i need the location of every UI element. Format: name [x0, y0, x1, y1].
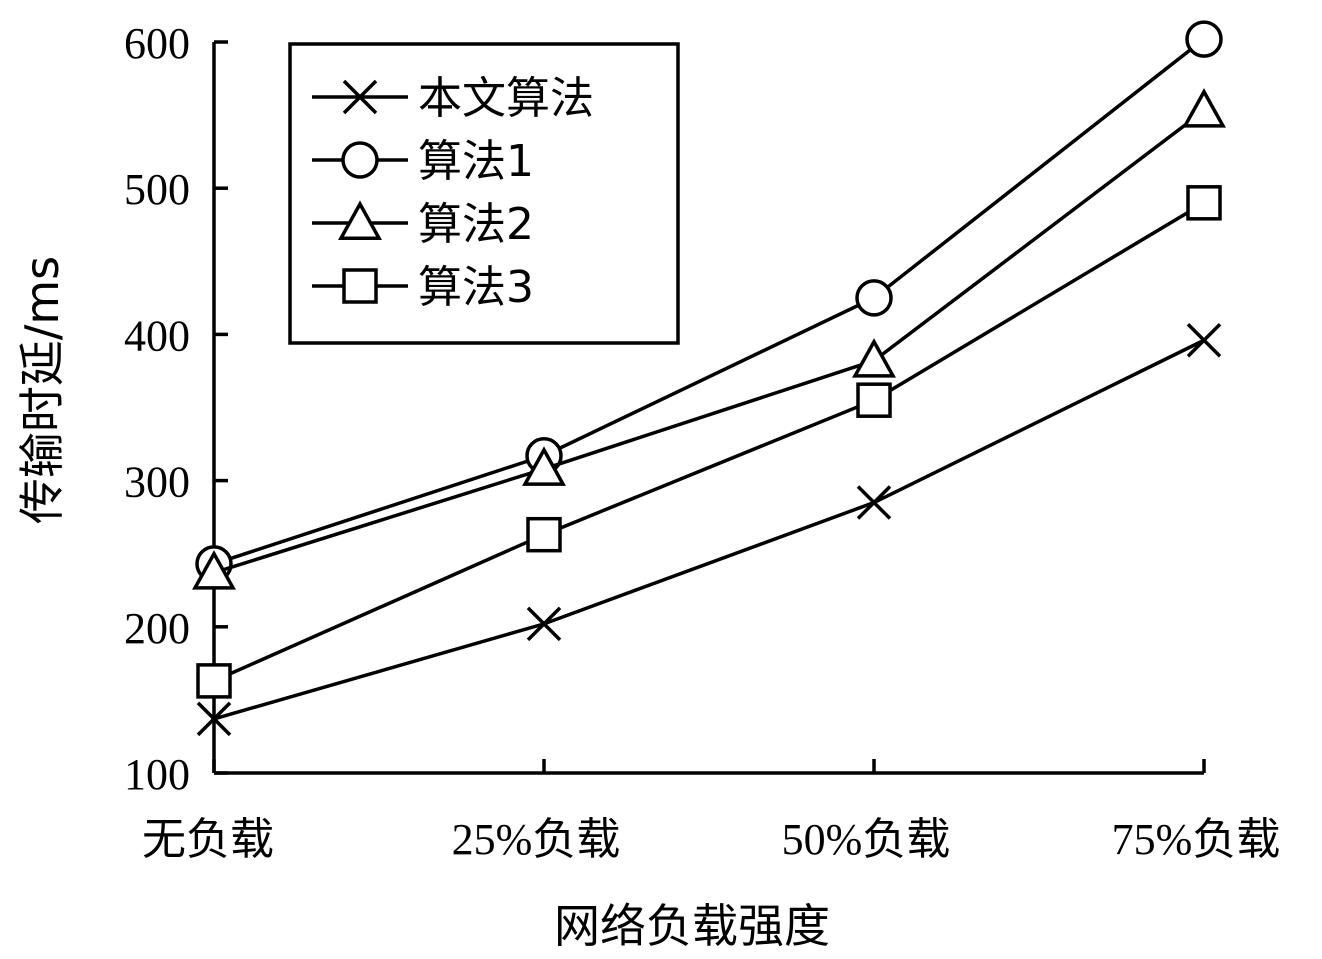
- data-point: [852, 338, 896, 378]
- data-point: [1182, 88, 1226, 128]
- data-point: [856, 382, 892, 418]
- axes: 100 200 300 400 500 600 无负载 25%负载 50%负载 75%负载: [124, 19, 1280, 864]
- x-axis-title: 网络负载强度: [554, 899, 830, 953]
- y-tick-label: 500: [124, 165, 190, 214]
- y-axis-title: 传输时延/ms: [15, 256, 69, 524]
- legend-label: 算法2: [418, 199, 534, 250]
- data-point: [1186, 323, 1222, 358]
- series-line: [213, 338, 1205, 721]
- data-point: [856, 485, 892, 520]
- data-point: [1186, 185, 1222, 221]
- x-tick-label: 25%负载: [452, 815, 621, 864]
- series-4: [196, 185, 1222, 699]
- data-point: [196, 701, 232, 737]
- legend-marker: [338, 200, 382, 240]
- data-point: [522, 446, 566, 486]
- data-point: [196, 663, 232, 699]
- legend-label: 算法1: [418, 136, 534, 187]
- series-line: [213, 201, 1205, 683]
- x-tick-label: 无负载: [142, 815, 274, 864]
- data-point: [526, 606, 562, 642]
- series-layer: [192, 20, 1226, 737]
- series-3: [192, 88, 1226, 590]
- x-tick-label: 50%负载: [782, 815, 951, 864]
- legend-marker: [342, 268, 378, 304]
- series-line: [213, 37, 1206, 566]
- y-tick-label: 300: [124, 458, 190, 507]
- data-point: [1185, 20, 1223, 58]
- x-tick-label: 75%负载: [1112, 815, 1281, 864]
- data-point: [526, 516, 562, 553]
- data-point: [855, 279, 893, 317]
- data-point: [192, 550, 236, 590]
- y-tick-label: 200: [124, 604, 190, 653]
- legend-label: 算法3: [418, 262, 534, 313]
- y-tick-label: 100: [124, 750, 190, 799]
- legend-marker: [342, 79, 378, 115]
- y-tick-label: 600: [124, 19, 190, 68]
- legend-marker: [341, 141, 379, 179]
- y-tick-label: 400: [124, 311, 190, 360]
- series-1: [196, 323, 1222, 737]
- legend-label: 本文算法: [418, 73, 594, 124]
- series-line: [213, 109, 1206, 575]
